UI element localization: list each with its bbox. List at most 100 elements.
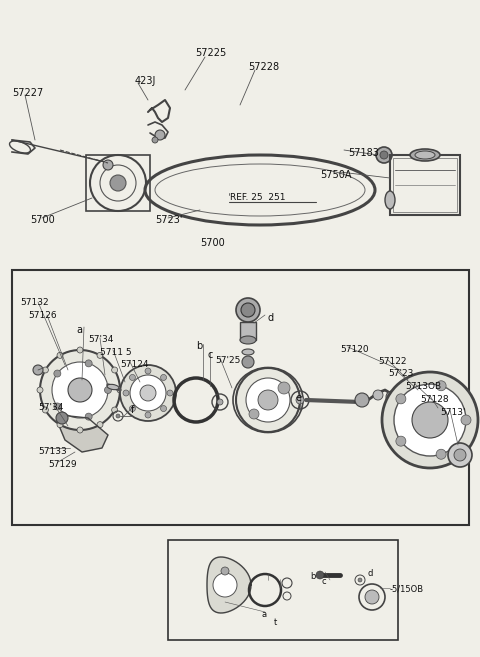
Ellipse shape: [415, 151, 435, 159]
Circle shape: [145, 368, 151, 374]
Bar: [12, 270, 469, 525]
Circle shape: [85, 413, 92, 420]
Circle shape: [112, 407, 118, 413]
Text: 5713': 5713': [440, 408, 466, 417]
Circle shape: [33, 365, 43, 375]
Circle shape: [145, 412, 151, 418]
Circle shape: [57, 352, 63, 358]
Circle shape: [396, 436, 406, 446]
Text: 57133: 57133: [38, 447, 67, 456]
Circle shape: [160, 405, 167, 411]
Circle shape: [42, 367, 48, 373]
Circle shape: [57, 422, 63, 428]
Circle shape: [56, 412, 68, 424]
Ellipse shape: [107, 384, 119, 390]
Circle shape: [365, 590, 379, 604]
Circle shape: [152, 137, 158, 143]
Circle shape: [236, 368, 300, 432]
Circle shape: [140, 385, 156, 401]
Circle shape: [103, 160, 113, 170]
Text: 5711 5: 5711 5: [100, 348, 132, 357]
Circle shape: [130, 405, 135, 411]
Bar: [390, 155, 460, 215]
Text: REF. 25  251: REF. 25 251: [230, 193, 286, 202]
Circle shape: [221, 567, 229, 575]
Circle shape: [42, 407, 48, 413]
Circle shape: [436, 381, 446, 391]
Ellipse shape: [385, 191, 395, 209]
Circle shape: [278, 382, 290, 394]
Circle shape: [242, 356, 254, 368]
Circle shape: [117, 387, 123, 393]
Circle shape: [448, 443, 472, 467]
Circle shape: [246, 378, 290, 422]
Circle shape: [461, 415, 471, 425]
Text: 57120: 57120: [340, 345, 369, 354]
Circle shape: [85, 360, 92, 367]
Circle shape: [77, 427, 83, 433]
Text: 57122: 57122: [378, 357, 407, 366]
Text: 57132: 57132: [20, 298, 48, 307]
Circle shape: [160, 374, 167, 380]
Circle shape: [54, 403, 61, 410]
Circle shape: [54, 370, 61, 377]
Text: 57'25: 57'25: [215, 356, 240, 365]
Circle shape: [167, 390, 173, 396]
Circle shape: [398, 392, 414, 408]
Circle shape: [97, 422, 103, 428]
Bar: [393, 158, 457, 212]
Polygon shape: [60, 415, 108, 452]
Text: c: c: [207, 350, 212, 360]
Text: a: a: [262, 610, 267, 619]
Text: 57'34: 57'34: [38, 403, 63, 412]
Circle shape: [454, 449, 466, 461]
Text: 57129: 57129: [48, 460, 77, 469]
Circle shape: [97, 352, 103, 358]
Bar: [86, 155, 150, 211]
Circle shape: [120, 365, 176, 421]
Ellipse shape: [410, 149, 440, 161]
Text: 57225: 57225: [195, 48, 226, 58]
Text: 5750A: 5750A: [320, 170, 351, 180]
Ellipse shape: [240, 336, 256, 344]
Text: -5/15OB: -5/15OB: [390, 585, 424, 594]
Polygon shape: [207, 557, 251, 613]
Circle shape: [380, 151, 388, 159]
Text: 5723': 5723': [155, 215, 182, 225]
Text: a: a: [76, 325, 82, 335]
Circle shape: [52, 362, 108, 418]
Text: 57'34: 57'34: [88, 335, 113, 344]
Circle shape: [386, 391, 398, 403]
Circle shape: [355, 393, 369, 407]
Circle shape: [112, 367, 118, 373]
Circle shape: [296, 396, 304, 404]
Circle shape: [373, 390, 383, 400]
Circle shape: [258, 390, 278, 410]
Ellipse shape: [242, 349, 254, 355]
Circle shape: [436, 449, 446, 459]
Circle shape: [394, 384, 466, 456]
Circle shape: [382, 372, 478, 468]
Text: b: b: [310, 572, 315, 581]
Circle shape: [396, 394, 406, 404]
Circle shape: [37, 387, 43, 393]
Circle shape: [217, 399, 223, 405]
Circle shape: [316, 571, 324, 579]
Text: 5700: 5700: [200, 238, 225, 248]
Text: 57'23: 57'23: [388, 369, 413, 378]
Text: 5700: 5700: [30, 215, 55, 225]
Circle shape: [241, 303, 255, 317]
Circle shape: [130, 375, 166, 411]
Text: 57183: 57183: [348, 148, 379, 158]
Text: t: t: [274, 618, 277, 627]
Text: b: b: [196, 341, 202, 351]
Circle shape: [155, 130, 165, 140]
Circle shape: [68, 378, 92, 402]
Text: c: c: [322, 577, 326, 586]
Circle shape: [213, 573, 237, 597]
Text: 57126: 57126: [28, 311, 57, 320]
Circle shape: [249, 409, 259, 419]
Circle shape: [413, 397, 423, 407]
Text: e: e: [296, 393, 302, 403]
Bar: [168, 540, 398, 640]
